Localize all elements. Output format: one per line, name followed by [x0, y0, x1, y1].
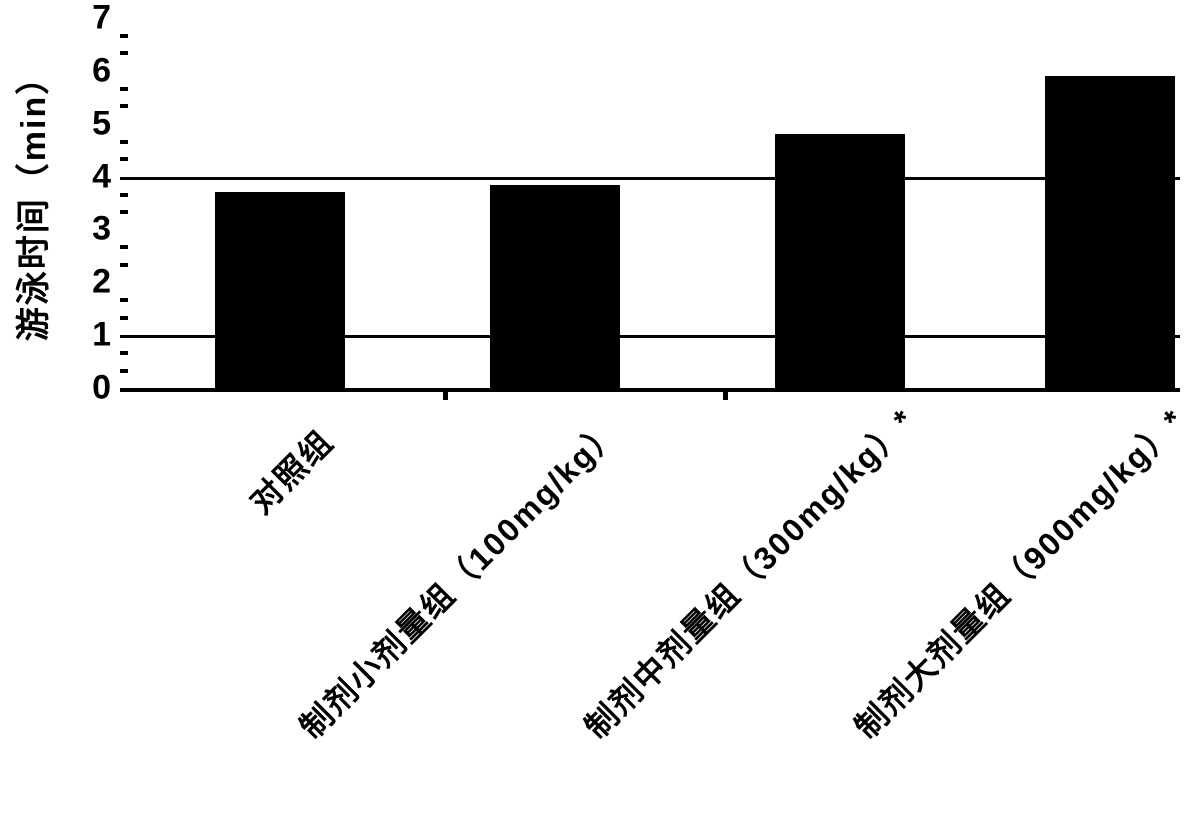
minor-y-tick — [120, 34, 128, 38]
y-tick-label: 1 — [61, 316, 111, 355]
minor-y-tick — [120, 193, 128, 197]
minor-y-tick — [120, 316, 128, 320]
y-tick-label: 5 — [61, 104, 111, 143]
minor-y-tick — [120, 298, 128, 302]
plot-area — [120, 18, 1180, 392]
x-tick — [723, 388, 728, 400]
minor-y-tick — [120, 245, 128, 249]
bar — [1045, 76, 1175, 388]
category-label: 制剂中剂量组（300mg/kg）* — [573, 418, 903, 748]
minor-y-tick — [120, 87, 128, 91]
y-tick-label: 7 — [61, 0, 111, 38]
minor-y-tick — [120, 210, 128, 214]
category-label: 制剂大剂量组（900mg/kg）* — [843, 418, 1173, 748]
minor-y-tick — [120, 51, 128, 55]
bar — [490, 185, 620, 389]
x-tick — [443, 388, 448, 400]
bar — [215, 192, 345, 388]
y-axis-label: 游泳时间（min） — [6, 59, 55, 341]
minor-y-tick — [120, 351, 128, 355]
category-label: 对照组 — [13, 418, 343, 748]
y-tick-label: 4 — [61, 157, 111, 196]
y-tick-label: 2 — [61, 263, 111, 302]
y-tick-label: 6 — [61, 51, 111, 90]
minor-y-tick — [120, 263, 128, 267]
bar — [775, 134, 905, 388]
bar-chart: 游泳时间（min） 01234567 对照组 制剂小剂量组（100mg/kg） … — [0, 0, 1201, 829]
y-tick-label: 0 — [61, 369, 111, 408]
minor-y-tick — [120, 140, 128, 144]
minor-y-tick — [120, 104, 128, 108]
category-label: 制剂小剂量组（100mg/kg） — [288, 418, 618, 748]
gridline — [120, 177, 1180, 180]
minor-y-tick — [120, 157, 128, 161]
minor-y-tick — [120, 369, 128, 373]
y-tick-label: 3 — [61, 210, 111, 249]
